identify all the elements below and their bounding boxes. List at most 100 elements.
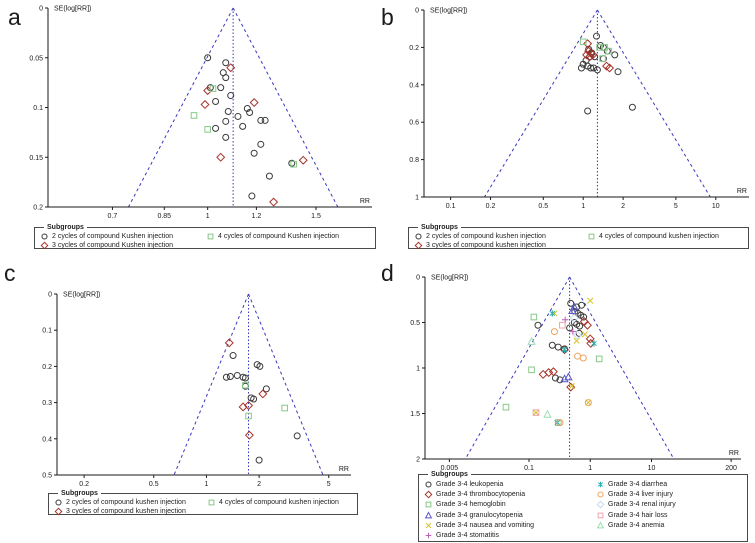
x-tick-label: 5: [674, 203, 678, 210]
data-point: [583, 39, 593, 49]
y-tick-label: 0: [415, 8, 419, 15]
data-point: [564, 372, 573, 381]
legend-item-label: 3 cycles of compound Kushen injection: [52, 242, 174, 249]
data-point: [290, 160, 298, 168]
x-tick-label: 0.2: [486, 203, 496, 210]
funnel-right-boundary-line: [232, 7, 339, 208]
data-point: [200, 100, 210, 110]
legend-column-1: Grade 3-4 leukopenia Grade 3-4 thrombocyt…: [424, 479, 596, 541]
data-point: [577, 64, 585, 72]
diamond-marker-icon: [40, 241, 49, 250]
series-square-points: [532, 321, 566, 416]
data-point: [574, 352, 582, 360]
legend-column-2: 4 cycles of compound kushen injection: [587, 232, 719, 250]
data-point: [246, 108, 254, 116]
circle-marker-glyph: [597, 491, 604, 498]
y-tick-label: 1: [415, 195, 419, 202]
x-tick-label: 10: [648, 465, 656, 472]
legend-item-label: Grade 3-4 granulocytopenia: [436, 511, 523, 519]
legend-panel-a: Subgroups 2 cycles of compound Kushen inj…: [34, 224, 376, 250]
data-point: [244, 430, 254, 440]
legend-column-2: Grade 3-4 diarrhea Grade 3-4 liver injury…: [596, 479, 676, 541]
data-point: [298, 155, 308, 165]
y-tick-label: 0.5: [42, 473, 52, 480]
x-tick-label: 10: [712, 203, 720, 210]
data-point: [548, 341, 556, 349]
legend-item: 3 cycles of compound kushen injection: [54, 507, 207, 516]
y-tick-label: 0.15: [29, 155, 43, 162]
panel-label-c: c: [4, 260, 16, 286]
x-tick-label: 1: [204, 481, 208, 488]
x-axis-label: RR: [729, 450, 739, 457]
series-diamond-points: [200, 63, 308, 207]
asterisk-marker-glyph: [597, 481, 604, 487]
legend-column-2: 4 cycles of compound kushen injection: [207, 498, 339, 516]
x-tick-label: 200: [725, 465, 737, 472]
legend-item: Grade 3-4 hair loss: [596, 510, 676, 520]
series-square-points: [242, 381, 288, 420]
square-marker-glyph: [588, 233, 595, 240]
circle-marker-glyph: [41, 233, 48, 240]
circle-marker-glyph: [415, 233, 422, 240]
y-tick-label: 2: [416, 457, 420, 464]
series-triangle-points: [560, 302, 579, 383]
data-point: [293, 432, 301, 440]
data-point: [561, 346, 568, 353]
data-point: [568, 383, 575, 390]
series-square-points: [190, 85, 298, 168]
data-point: [222, 117, 230, 125]
legend-item: 3 cycles of compound kushen injection: [414, 241, 587, 250]
data-point: [551, 374, 559, 382]
legend-item-label: 3 cycles of compound kushen injection: [66, 508, 186, 515]
data-point: [593, 32, 601, 40]
data-point: [204, 126, 211, 133]
diamond-marker-glyph: [414, 241, 423, 250]
data-point: [250, 395, 258, 403]
diamond-marker-glyph: [596, 500, 605, 509]
x-tick-label: 0.5: [149, 481, 159, 488]
y-tick-label: 0.2: [33, 205, 43, 212]
data-point: [556, 376, 564, 384]
data-point: [248, 192, 256, 200]
x-tick-label: 1.5: [311, 213, 321, 220]
diamond-marker-icon: [424, 490, 433, 499]
data-point: [573, 337, 580, 344]
square-marker-icon: [207, 233, 214, 240]
funnel-left-boundary-line: [484, 9, 598, 198]
series-circle-points: [222, 352, 301, 464]
legend-item-label: Grade 3-4 renal injury: [608, 501, 676, 509]
data-point: [579, 38, 587, 46]
legend-panel-c: Subgroups 2 cycles of compound kushen inj…: [48, 490, 358, 516]
square-marker-icon: [208, 499, 215, 506]
legend-item: 4 cycles of compound kushen injection: [207, 498, 339, 507]
funnel-right-boundary-line: [596, 9, 711, 198]
legend-item-label: Grade 3-4 stomatitis: [436, 532, 500, 540]
legend-item-label: Grade 3-4 anemia: [608, 521, 665, 529]
data-point: [586, 338, 596, 348]
funnel-left-boundary-line: [464, 276, 571, 460]
square-marker-icon: [597, 512, 604, 518]
funnel-panel-a: 0.7 0.85 1 1.2 1.5 0 0.05 0.1 0.15 0.2 SE(log[RR])…: [29, 6, 372, 220]
legend-item-label: Grade 3-4 hemoglobin: [436, 501, 506, 509]
legend-item-label: Grade 3-4 liver injury: [608, 490, 673, 498]
data-point: [569, 328, 577, 335]
asterisk-marker-icon: [597, 481, 604, 487]
data-point: [579, 60, 587, 68]
x-tick-label: 1: [581, 203, 585, 210]
y-tick-label: 0.2: [42, 364, 52, 371]
y-tick-label: 0.1: [33, 105, 43, 112]
data-point: [599, 55, 606, 62]
x-tick-label: 0.1: [446, 203, 456, 210]
diamond-marker-glyph: [40, 241, 49, 250]
data-point: [222, 373, 230, 381]
data-point: [549, 310, 556, 317]
x-tick-label: 0.2: [79, 481, 89, 488]
data-point: [554, 343, 562, 351]
series-diamond-points: [224, 338, 268, 440]
data-point: [261, 116, 269, 124]
data-point: [527, 336, 536, 345]
data-point: [544, 368, 554, 378]
triangle-marker-glyph: [424, 510, 433, 518]
x-tick-label: 2: [621, 203, 625, 210]
legend-item: 2 cycles of compound kushen injection: [54, 498, 207, 507]
